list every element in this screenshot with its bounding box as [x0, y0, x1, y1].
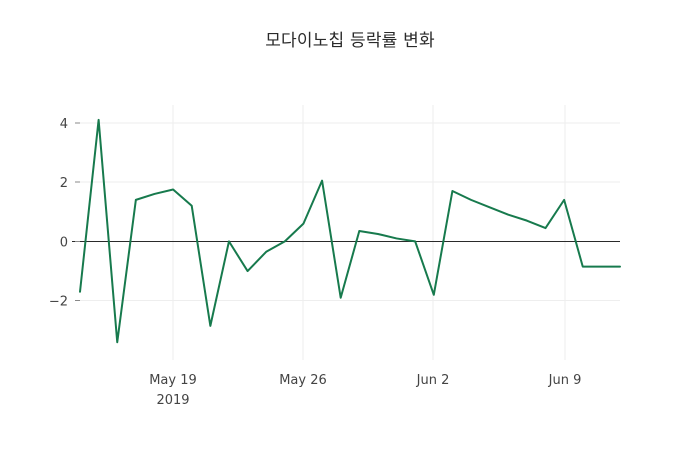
y-tick-label: −2 — [49, 295, 68, 310]
y-gridlines — [80, 122, 620, 302]
x-tick-sublabel: 2019 — [156, 393, 189, 408]
x-tick-label: May 26 — [279, 373, 327, 388]
y-tick-label: 4 — [60, 117, 68, 132]
x-tick-label: Jun 2 — [416, 373, 450, 388]
x-tick-label: May 19 — [149, 373, 197, 388]
chart-title: 모다이노칩 등락률 변화 — [265, 31, 435, 51]
x-gridlines — [172, 105, 566, 360]
y-tick-label: 2 — [60, 176, 68, 191]
x-tick-labels: May 19 2019 May 26 Jun 2 Jun 9 — [149, 373, 581, 408]
y-tick-labels: 4 2 0 −2 — [49, 117, 68, 310]
y-tick-marks — [75, 122, 80, 302]
y-tick-label: 0 — [60, 235, 68, 250]
data-series-line — [79, 118, 621, 344]
x-tick-label: Jun 9 — [548, 373, 582, 388]
